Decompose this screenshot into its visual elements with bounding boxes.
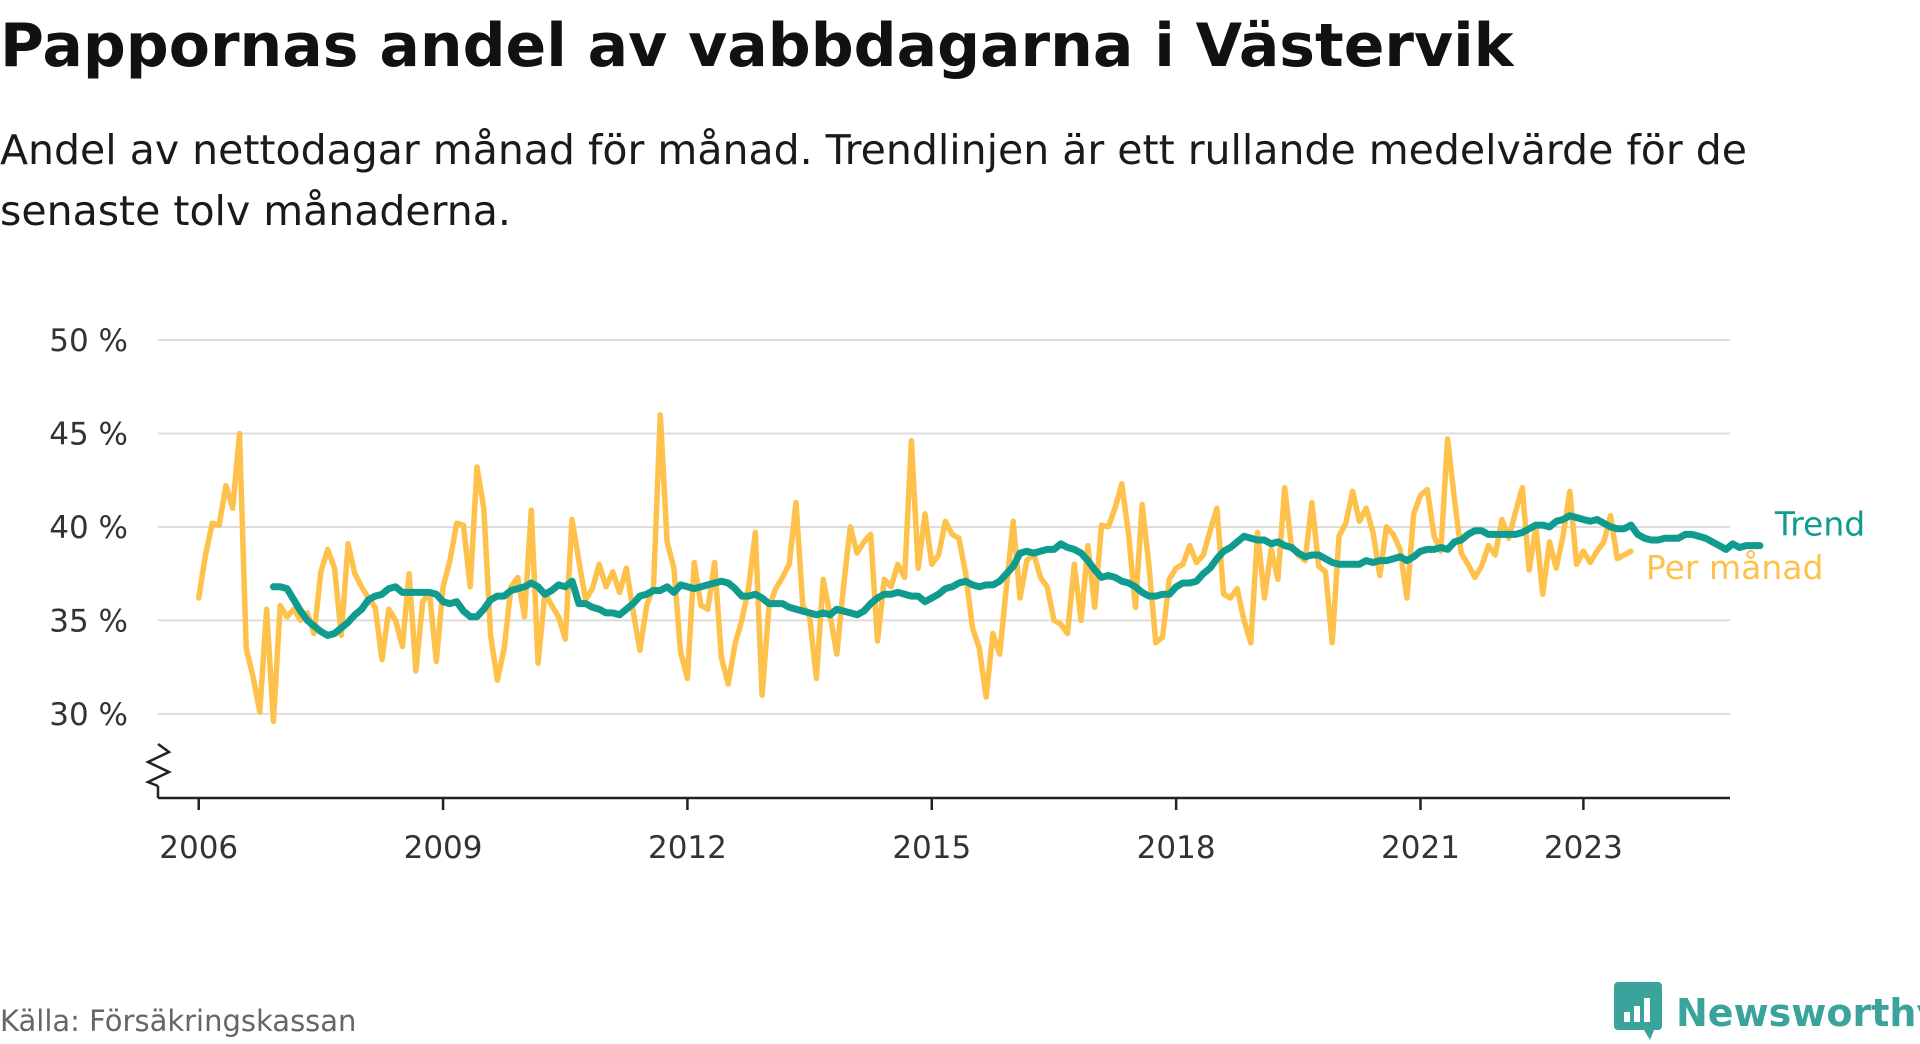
x-tick-label: 2015 bbox=[892, 830, 971, 866]
series-lines bbox=[199, 415, 1760, 722]
x-tick-label: 2009 bbox=[404, 830, 483, 866]
x-tick-label: 2006 bbox=[159, 830, 238, 866]
axis-break-icon bbox=[148, 744, 169, 786]
trend-label: Trend bbox=[1774, 505, 1865, 544]
x-tick-label: 2021 bbox=[1381, 830, 1460, 866]
brand-name: Newsworthy bbox=[1676, 991, 1920, 1035]
y-axis: 30 % 35 % 40 % 45 % 50 % bbox=[49, 323, 128, 733]
x-tick-label: 2018 bbox=[1137, 830, 1216, 866]
y-tick-label: 30 % bbox=[49, 697, 128, 733]
brand-logo[interactable]: Newsworthy bbox=[1614, 982, 1920, 1044]
x-tick-label: 2023 bbox=[1544, 830, 1623, 866]
newsworthy-logo-icon bbox=[1614, 982, 1662, 1044]
x-axis: 2006 2009 2012 2015 2018 2021 2023 bbox=[148, 744, 1730, 866]
y-tick-label: 40 % bbox=[49, 510, 128, 546]
monthly-line bbox=[199, 415, 1631, 722]
x-tick-label: 2012 bbox=[648, 830, 727, 866]
source-note: Källa: Försäkringskassan bbox=[0, 1004, 356, 1038]
y-tick-label: 45 % bbox=[49, 416, 128, 452]
monthly-label: Per månad bbox=[1646, 548, 1824, 587]
y-tick-label: 50 % bbox=[49, 323, 128, 359]
y-tick-label: 35 % bbox=[49, 603, 128, 639]
